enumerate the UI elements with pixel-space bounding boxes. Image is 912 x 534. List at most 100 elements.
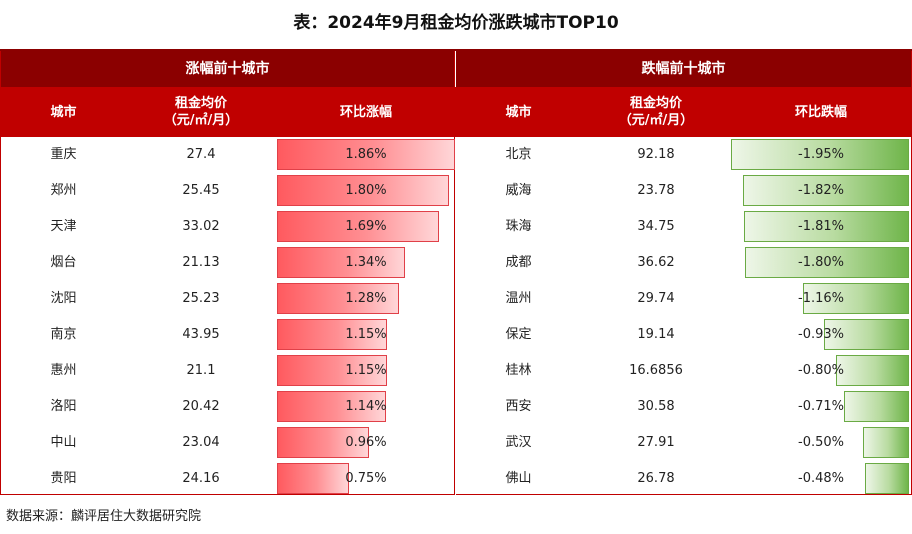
fall-change-bar <box>744 211 909 242</box>
fall-change-label: -1.81% <box>798 219 844 234</box>
rise-change-label: 1.69% <box>345 219 387 234</box>
fall-price-cell: 29.74 <box>637 291 675 306</box>
rise-price-cell: 21.1 <box>186 363 216 378</box>
fall-change-bar <box>824 319 909 350</box>
fall-change-label: -0.93% <box>798 327 844 342</box>
fall-change-bar <box>865 463 909 494</box>
fall-price-header: 租金均价 （元/㎡/月） <box>581 87 731 137</box>
fall-table-row: 武汉 27.91 -0.50% <box>456 425 911 461</box>
fall-change-bar <box>743 175 909 206</box>
fall-change-label: -0.80% <box>798 363 844 378</box>
fall-change-label: -0.71% <box>798 399 844 414</box>
fall-change-label: -0.48% <box>798 471 844 486</box>
rise-price-cell: 25.23 <box>182 291 220 306</box>
rise-change-label: 1.15% <box>345 363 387 378</box>
fall-city-cell: 西安 <box>505 399 532 414</box>
fall-table-row: 保定 19.14 -0.93% <box>456 317 911 353</box>
rise-city-header: 城市 <box>1 87 126 137</box>
fall-change-label: -1.80% <box>798 255 844 270</box>
rise-city-cell: 天津 <box>50 219 77 234</box>
fall-change-label: -1.95% <box>798 147 844 162</box>
fall-price-cell: 92.18 <box>637 147 675 162</box>
rise-table-row: 惠州 21.1 1.15% <box>1 353 454 389</box>
rise-price-cell: 20.42 <box>182 399 220 414</box>
rise-price-header: 租金均价 （元/㎡/月） <box>126 87 276 137</box>
fall-change-bar <box>745 247 909 278</box>
fall-table-row: 西安 30.58 -0.71% <box>456 389 911 425</box>
rise-change-label: 1.28% <box>345 291 387 306</box>
fall-change-label: -1.16% <box>798 291 844 306</box>
fall-city-cell: 温州 <box>505 291 532 306</box>
fall-city-header: 城市 <box>456 87 581 137</box>
fall-city-cell: 珠海 <box>505 219 532 234</box>
fall-price-cell: 26.78 <box>637 471 675 486</box>
fall-price-cell: 23.78 <box>637 183 675 198</box>
rise-city-cell: 郑州 <box>50 183 77 198</box>
rise-price-cell: 21.13 <box>182 255 220 270</box>
rise-change-label: 0.75% <box>345 471 387 486</box>
rise-change-bar <box>277 283 399 314</box>
fall-table-row: 成都 36.62 -1.80% <box>456 245 911 281</box>
rise-city-cell: 重庆 <box>50 147 77 162</box>
rise-city-cell: 烟台 <box>50 255 77 270</box>
fall-price-header-line1: 租金均价 <box>629 96 682 111</box>
fall-city-cell: 保定 <box>505 327 532 342</box>
rise-price-cell: 27.4 <box>186 147 216 162</box>
fall-change-label: -1.82% <box>798 183 844 198</box>
rise-change-label: 1.14% <box>345 399 387 414</box>
fall-table-row: 珠海 34.75 -1.81% <box>456 209 911 245</box>
rise-price-cell: 43.95 <box>182 327 220 342</box>
fall-change-bar <box>731 139 909 170</box>
fall-city-cell: 威海 <box>505 183 532 198</box>
rise-table-row: 南京 43.95 1.15% <box>1 317 454 353</box>
rise-table-row: 沈阳 25.23 1.28% <box>1 281 454 317</box>
rise-table-row: 重庆 27.4 1.86% <box>1 137 455 173</box>
rise-change-label: 1.34% <box>345 255 387 270</box>
rise-change-bar <box>277 427 369 458</box>
fall-city-cell: 成都 <box>505 255 532 270</box>
fall-price-cell: 27.91 <box>637 435 675 450</box>
rise-price-header-line1: 租金均价 <box>174 96 227 111</box>
fall-change-label: -0.50% <box>798 435 844 450</box>
rise-panel: 涨幅前十城市 城市 租金均价 （元/㎡/月） 环比涨幅 重庆 27.4 1.86% 郑… <box>0 51 456 495</box>
fall-price-cell: 36.62 <box>637 255 675 270</box>
fall-price-cell: 16.6856 <box>629 363 683 378</box>
rise-change-bar <box>277 391 386 422</box>
fall-city-cell: 佛山 <box>505 471 532 486</box>
fall-city-cell: 北京 <box>505 147 532 162</box>
rise-table-row: 烟台 21.13 1.34% <box>1 245 454 281</box>
fall-change-bar <box>836 355 909 386</box>
fall-table-row: 威海 23.78 -1.82% <box>456 173 911 209</box>
rise-city-cell: 沈阳 <box>50 291 77 306</box>
rise-price-cell: 33.02 <box>182 219 220 234</box>
fall-group-header: 跌幅前十城市 <box>456 51 911 87</box>
fall-price-cell: 19.14 <box>637 327 675 342</box>
fall-change-bar <box>803 283 909 314</box>
rise-table-row: 郑州 25.45 1.80% <box>1 173 454 209</box>
rise-change-bar <box>277 211 439 242</box>
rise-table-row: 洛阳 20.42 1.14% <box>1 389 454 425</box>
fall-city-cell: 桂林 <box>505 363 532 378</box>
rise-change-label: 1.15% <box>345 327 387 342</box>
rise-city-cell: 南京 <box>50 327 77 342</box>
fall-change-bar <box>844 391 909 422</box>
fall-city-cell: 武汉 <box>505 435 532 450</box>
fall-price-cell: 30.58 <box>637 399 675 414</box>
rise-change-label: 1.80% <box>345 183 387 198</box>
rise-price-cell: 23.04 <box>182 435 220 450</box>
page-title: 表：2024年9月租金均价涨跌城市TOP10 <box>293 13 619 33</box>
rise-change-label: 0.96% <box>345 435 387 450</box>
rise-change-bar <box>277 175 449 206</box>
fall-change-header: 环比跌幅 <box>731 87 911 137</box>
fall-change-bar <box>863 427 909 458</box>
top-rule <box>0 49 912 51</box>
fall-table-row: 北京 92.18 -1.95% <box>456 137 911 173</box>
fall-price-cell: 34.75 <box>637 219 675 234</box>
rise-table-row: 中山 23.04 0.96% <box>1 425 454 461</box>
rise-change-bar <box>277 319 387 350</box>
fall-panel: 跌幅前十城市 城市 租金均价 （元/㎡/月） 环比跌幅 北京 92.18 -1.95… <box>456 51 912 495</box>
rise-city-cell: 洛阳 <box>50 399 77 414</box>
rise-change-header: 环比涨幅 <box>276 87 456 137</box>
rise-change-bar <box>277 247 405 278</box>
rise-city-cell: 贵阳 <box>50 471 77 486</box>
